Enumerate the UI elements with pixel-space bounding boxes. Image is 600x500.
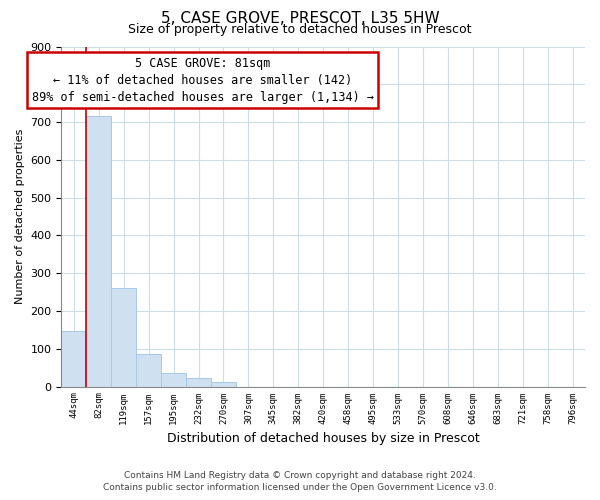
Text: Contains HM Land Registry data © Crown copyright and database right 2024.
Contai: Contains HM Land Registry data © Crown c… [103, 471, 497, 492]
Bar [186, 378, 211, 386]
X-axis label: Distribution of detached houses by size in Prescot: Distribution of detached houses by size … [167, 432, 479, 445]
Bar [111, 288, 136, 386]
Bar [211, 382, 236, 386]
Text: 5 CASE GROVE: 81sqm
← 11% of detached houses are smaller (142)
89% of semi-detac: 5 CASE GROVE: 81sqm ← 11% of detached ho… [32, 56, 374, 104]
Bar [86, 116, 111, 386]
Bar [161, 372, 186, 386]
Bar [136, 354, 161, 386]
Bar [61, 330, 86, 386]
Text: Size of property relative to detached houses in Prescot: Size of property relative to detached ho… [128, 22, 472, 36]
Y-axis label: Number of detached properties: Number of detached properties [15, 129, 25, 304]
Text: 5, CASE GROVE, PRESCOT, L35 5HW: 5, CASE GROVE, PRESCOT, L35 5HW [161, 11, 439, 26]
